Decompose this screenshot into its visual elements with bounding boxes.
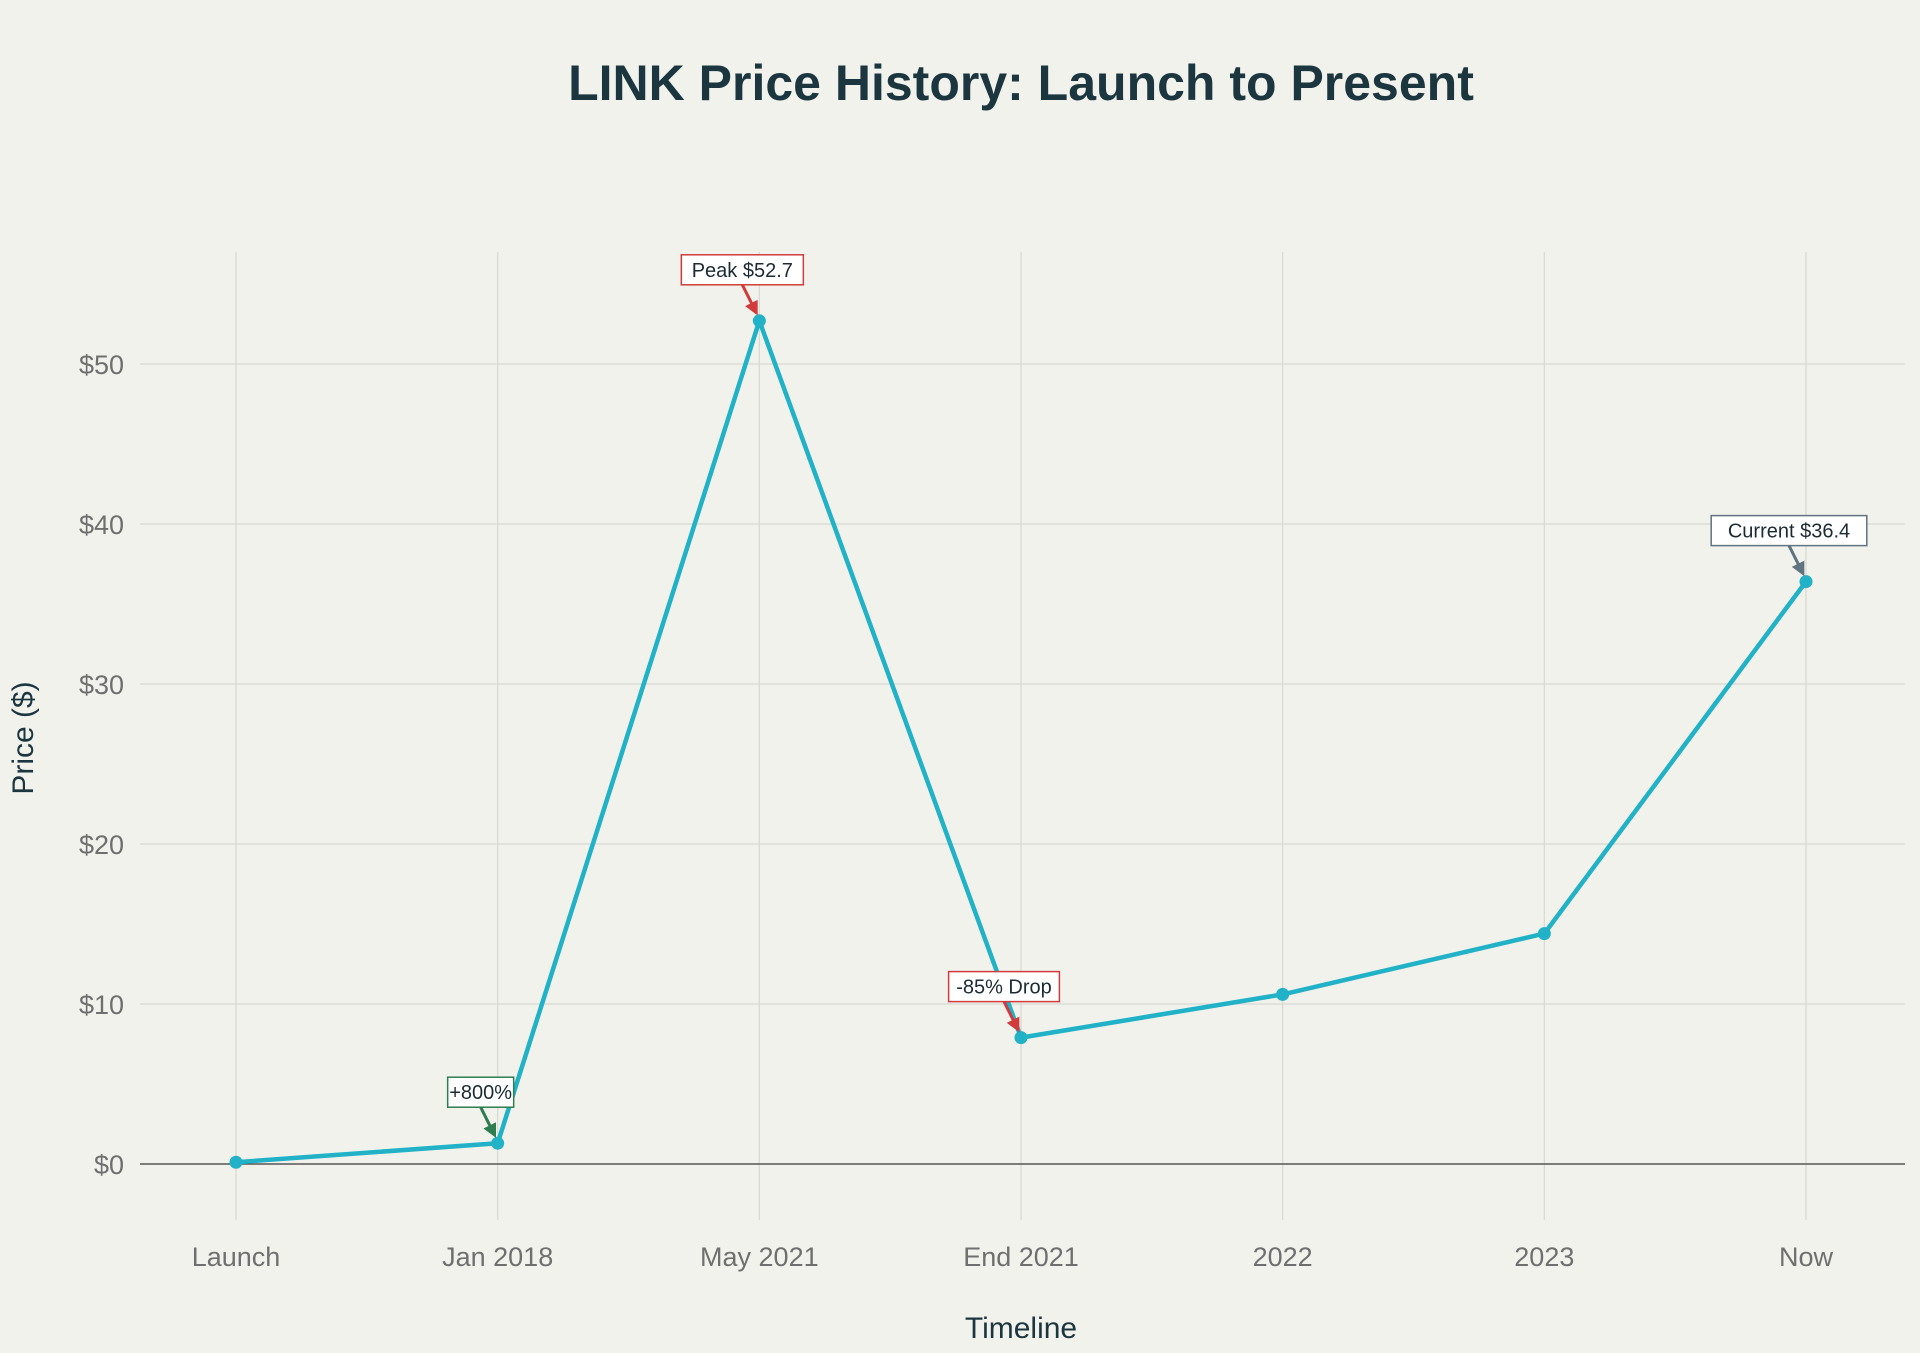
data-point — [1276, 987, 1290, 1001]
annotation-box — [446, 1076, 515, 1108]
y-tick-label: $20 — [79, 830, 124, 860]
y-gridlines — [140, 363, 1905, 1005]
data-point — [1799, 575, 1813, 589]
annotation: +800% — [446, 1076, 515, 1138]
x-tick-label: Launch — [192, 1242, 281, 1272]
x-tick-label: End 2021 — [963, 1242, 1079, 1272]
annotation-label: -85% Drop — [956, 977, 1052, 999]
annotation: -85% Drop — [947, 970, 1061, 1033]
x-tick-labels: Launch Jan 2018 May 2021 End 2021 2022 2023 No… — [192, 1242, 1834, 1272]
annotation: Peak $52.7 — [680, 254, 805, 316]
chart-title: LINK Price History: Launch to Present — [568, 55, 1474, 111]
annotations-group: +800% Peak $52.7 -85% Drop Current $36.4 — [446, 254, 1868, 1138]
annotation-label: Current $36.4 — [1728, 521, 1850, 543]
annotation-label: Peak $52.7 — [692, 260, 793, 282]
x-gridlines — [235, 252, 1807, 1220]
annotation-arrowhead — [483, 1122, 497, 1138]
annotation: Current $36.4 — [1710, 514, 1868, 577]
y-tick-label: $10 — [79, 990, 124, 1020]
x-tick-label: 2023 — [1514, 1242, 1574, 1272]
x-tick-label: Jan 2018 — [442, 1242, 553, 1272]
annotation-arrowhead — [1791, 560, 1805, 577]
points-group — [229, 314, 1813, 1169]
data-point — [1014, 1031, 1028, 1045]
annotation-arrowhead — [745, 299, 758, 316]
annotation-label: +800% — [449, 1082, 512, 1104]
x-tick-label: May 2021 — [700, 1242, 819, 1272]
x-tick-label: 2022 — [1253, 1242, 1313, 1272]
data-point — [229, 1155, 243, 1169]
x-axis-title: Timeline — [965, 1312, 1077, 1345]
data-point — [491, 1136, 505, 1150]
y-axis-title: Price ($) — [7, 681, 40, 794]
y-tick-label: $0 — [94, 1150, 124, 1180]
data-point — [752, 314, 766, 328]
y-tick-labels: $0 $10 $20 $30 $40 $50 — [79, 350, 124, 1180]
y-tick-label: $30 — [79, 670, 124, 700]
y-tick-label: $50 — [79, 350, 124, 380]
annotation-box — [947, 970, 1061, 1003]
annotation-arrowhead — [1006, 1016, 1020, 1033]
y-tick-label: $40 — [79, 510, 124, 540]
data-point — [1537, 927, 1551, 941]
x-tick-label: Now — [1779, 1242, 1834, 1272]
